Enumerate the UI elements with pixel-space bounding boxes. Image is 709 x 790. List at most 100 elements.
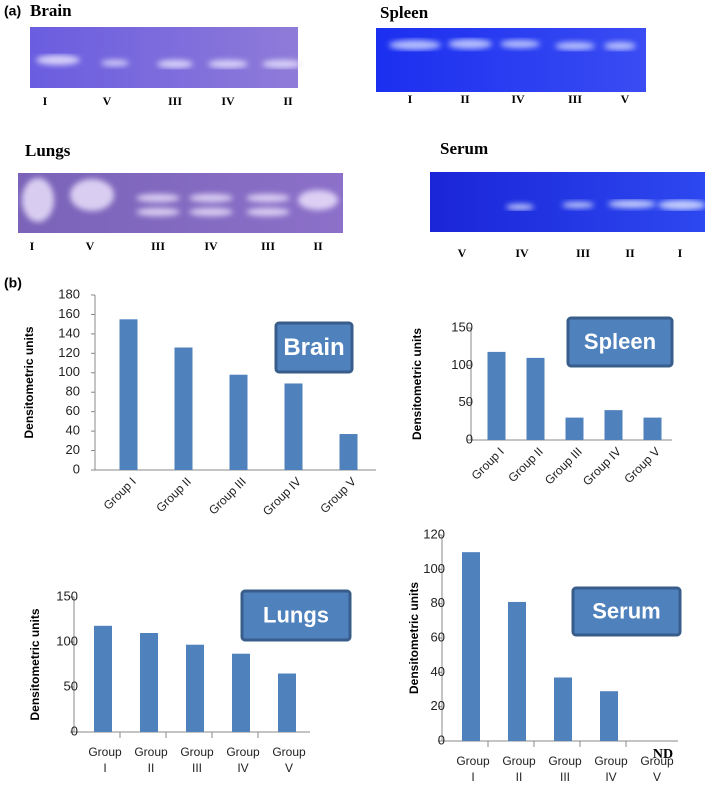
y-tick-label: 50	[64, 678, 78, 693]
gel-bands	[389, 39, 636, 50]
lane-label: II	[460, 92, 470, 106]
y-tick-label: 100	[58, 364, 80, 379]
label-box	[566, 316, 674, 368]
y-tick-label: 150	[451, 319, 473, 334]
bar	[604, 410, 623, 440]
bar	[643, 417, 662, 440]
x-tick-label: Group I	[469, 444, 507, 482]
y-tick-label: 100	[451, 357, 473, 372]
gel-bands	[22, 178, 338, 222]
y-tick-label: 20	[431, 698, 445, 713]
lane-label: IV	[204, 239, 218, 253]
bar	[186, 644, 204, 732]
bar	[174, 347, 193, 470]
y-tick-label: 0	[466, 431, 473, 446]
lane-label: I	[30, 239, 35, 253]
lane-label: III	[168, 94, 182, 108]
x-tick-label: Group IV	[594, 754, 628, 784]
bar	[229, 374, 248, 470]
gel-bands	[506, 200, 706, 210]
label-text: Spleen	[584, 329, 656, 354]
y-tick-label: 40	[66, 423, 80, 438]
x-tick-label: Group V	[272, 745, 306, 775]
bar	[508, 601, 526, 741]
label-text: Brain	[283, 334, 344, 361]
x-tick-label: Group II	[502, 754, 536, 784]
lane-label: III	[568, 92, 582, 106]
gel-image	[430, 172, 705, 232]
x-tick-label: Group I	[88, 745, 122, 775]
x-tick-label: Group III	[180, 745, 214, 775]
bar	[278, 673, 296, 732]
bar	[565, 417, 584, 440]
lane-label: I	[408, 92, 413, 106]
y-axis-title: Densitometric units	[410, 328, 424, 440]
lane-label: IV	[515, 246, 529, 260]
gel-title: Brain	[30, 1, 72, 20]
annotation: ND	[653, 747, 673, 762]
bar	[284, 383, 303, 470]
x-tick-label: Group V	[640, 754, 674, 784]
lane-label: II	[625, 246, 635, 260]
label-box	[571, 586, 682, 637]
y-tick-label: 0	[73, 461, 80, 476]
bar	[600, 691, 618, 741]
bar	[140, 633, 158, 732]
label-box	[240, 589, 352, 642]
y-tick-label: 0	[71, 723, 78, 738]
panel-label: (b)	[4, 275, 22, 291]
y-axis-title: Densitometric units	[407, 582, 421, 694]
y-tick-label: 150	[56, 588, 78, 603]
lane-label: III	[151, 239, 165, 253]
x-tick-label: Group III	[542, 444, 585, 487]
label-box	[274, 321, 354, 374]
gel-title: Lungs	[25, 141, 71, 160]
lane-label: III	[576, 246, 590, 260]
gel-title: Spleen	[380, 3, 429, 22]
lane-label: II	[283, 94, 293, 108]
gel-image	[18, 173, 343, 233]
y-tick-label: 80	[431, 595, 445, 610]
lane-label: V	[621, 92, 630, 106]
y-tick-label: 60	[431, 629, 445, 644]
x-tick-label: Group IV	[226, 745, 260, 775]
lane-label: V	[458, 246, 467, 260]
bar	[554, 677, 572, 741]
y-tick-label: 160	[58, 306, 80, 321]
bar	[119, 319, 138, 470]
x-tick-label: Group II	[153, 474, 194, 515]
lane-label: V	[86, 239, 95, 253]
bar	[232, 653, 250, 732]
y-tick-label: 80	[66, 384, 80, 399]
lane-label: II	[313, 239, 323, 253]
bar	[462, 552, 480, 741]
panel-label: (a)	[4, 3, 21, 19]
y-tick-label: 40	[431, 664, 445, 679]
y-tick-label: 140	[58, 325, 80, 340]
lane-label: I	[678, 246, 683, 260]
x-tick-label: Group III	[206, 474, 249, 517]
x-tick-label: Group IV	[260, 474, 304, 518]
x-tick-label: Group IV	[580, 444, 624, 488]
y-tick-label: 100	[423, 561, 445, 576]
lane-label: IV	[511, 92, 525, 106]
x-tick-label: Group II	[505, 444, 546, 485]
x-tick-label: Group III	[548, 754, 582, 784]
x-tick-label: Group V	[317, 474, 359, 516]
y-tick-label: 120	[58, 345, 80, 360]
lane-label: IV	[221, 94, 235, 108]
bar	[339, 434, 358, 470]
bar	[526, 357, 545, 440]
x-tick-label: Group I	[101, 474, 139, 512]
y-axis-title: Densitometric units	[28, 608, 42, 720]
label-text: Serum	[592, 598, 660, 623]
y-tick-label: 20	[66, 442, 80, 457]
y-tick-label: 120	[423, 526, 445, 541]
x-tick-label: Group I	[456, 754, 490, 784]
x-tick-label: Group II	[134, 745, 168, 775]
lane-label: III	[261, 239, 275, 253]
y-tick-label: 100	[56, 633, 78, 648]
y-tick-label: 50	[459, 394, 473, 409]
